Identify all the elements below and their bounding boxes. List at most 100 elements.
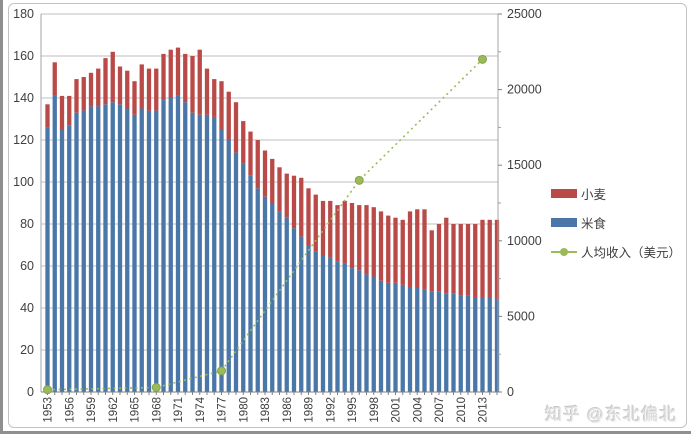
- rice-bar: [349, 268, 355, 392]
- x-axis-label: 1974: [195, 396, 207, 422]
- x-axis-label: 1995: [347, 397, 359, 423]
- rice-bar: [458, 295, 463, 392]
- rice-bar: [407, 287, 413, 392]
- wheat-bar: [74, 79, 79, 113]
- wheat-bar: [255, 140, 260, 189]
- wheat-bar: [81, 77, 86, 111]
- rice-bar: [255, 188, 260, 392]
- wheat-bar: [168, 49, 173, 98]
- wheat-bar: [161, 53, 166, 101]
- wheat-bar: [67, 95, 72, 126]
- x-axis-label: 1953: [43, 397, 55, 423]
- wheat-bar: [357, 205, 362, 271]
- left-axis-label: 140: [13, 91, 34, 105]
- rice-bar: [183, 102, 188, 392]
- x-axis-label: 1989: [304, 397, 316, 423]
- rice-bar: [371, 276, 376, 392]
- right-axis-label: 0: [507, 385, 514, 399]
- rice-bar: [168, 98, 173, 392]
- rice-bar: [364, 274, 369, 392]
- rice-bar: [284, 217, 289, 392]
- rice-bar: [212, 116, 217, 393]
- x-axis-label: 1992: [325, 397, 337, 423]
- right-axis-label: 5000: [507, 309, 535, 323]
- x-axis-label: 1986: [282, 397, 294, 423]
- rice-bar: [59, 129, 65, 392]
- rice-bar: [494, 299, 500, 392]
- wheat-bar: [190, 56, 195, 113]
- wheat-bar: [371, 207, 376, 277]
- rice-bar: [81, 110, 86, 392]
- rice-bar: [103, 104, 108, 393]
- rice-bar: [313, 251, 318, 392]
- rice-bar: [473, 297, 478, 392]
- wheat-bar: [349, 203, 355, 269]
- rice-bar: [74, 112, 79, 392]
- wheat-bar: [262, 150, 268, 197]
- x-axis-label: 1962: [108, 397, 120, 423]
- rice-bar: [219, 129, 224, 392]
- wheat-bar: [248, 131, 253, 176]
- plot-area: 0 20 40 60 80 100 120 140 160 180 0 5000 10000 15000 2…: [3, 0, 691, 431]
- wheat-bar: [422, 209, 427, 290]
- wheat-bar: [284, 173, 289, 218]
- income-point: [151, 382, 161, 392]
- rice-bar: [110, 102, 115, 392]
- income-point: [217, 366, 226, 376]
- right-axis-label: 20000: [507, 83, 542, 97]
- wheat-bar: [407, 211, 413, 287]
- wheat-bar: [125, 70, 130, 109]
- wheat-bar: [313, 194, 318, 252]
- income-line-swatch-icon: [551, 247, 577, 256]
- rice-bar: [45, 127, 50, 393]
- wheat-bar: [277, 167, 282, 212]
- legend: 小麦 米食 人均收入（美元）: [551, 184, 691, 261]
- rice-bar: [422, 289, 427, 392]
- wheat-bar: [364, 205, 369, 275]
- legend-item-rice: 米食: [551, 213, 691, 232]
- wheat-bar: [386, 215, 391, 283]
- x-axis-label: 1956: [64, 397, 76, 423]
- wheat-bar: [451, 224, 456, 294]
- rice-bar: [204, 114, 210, 393]
- rice-bar: [197, 114, 202, 393]
- rice-bar: [233, 152, 239, 392]
- wheat-bar: [429, 230, 434, 292]
- wheat-bar: [197, 49, 202, 115]
- wheat-bar: [154, 68, 159, 111]
- right-axis-label: 10000: [507, 234, 542, 248]
- wheat-bar: [139, 64, 144, 109]
- wheat-bar: [436, 224, 442, 292]
- rice-swatch-icon: [551, 218, 577, 227]
- wheat-bar: [45, 104, 50, 128]
- rice-bar: [190, 112, 195, 392]
- wheat-bar: [233, 102, 239, 153]
- wheat-bar: [393, 217, 398, 283]
- rice-bar: [226, 140, 231, 392]
- x-axis-label: 1965: [130, 397, 142, 423]
- x-axis-label: 2007: [434, 397, 446, 423]
- wheat-bar: [473, 224, 478, 298]
- left-axis-label: 180: [13, 7, 34, 21]
- wheat-bar: [212, 79, 217, 117]
- left-axis-label: 20: [20, 343, 34, 357]
- rice-bar: [465, 295, 471, 392]
- rice-bar: [125, 108, 130, 392]
- wheat-bar: [480, 219, 485, 298]
- wheat-bar: [465, 224, 471, 296]
- income-point: [478, 54, 487, 64]
- wheat-bar: [320, 200, 326, 256]
- income-point: [354, 175, 364, 185]
- rice-bar: [415, 287, 420, 392]
- watermark: 知乎 @东北偏北: [545, 405, 677, 424]
- rice-bar: [342, 263, 347, 392]
- x-axis-label: 2010: [456, 397, 468, 423]
- rice-bar: [270, 203, 275, 392]
- rice-bar: [487, 297, 492, 392]
- x-axis-label: 1977: [217, 397, 229, 423]
- left-axis-label: 120: [13, 133, 34, 147]
- wheat-bar: [299, 177, 304, 237]
- wheat-bar: [328, 200, 333, 258]
- rice-bar: [378, 280, 384, 392]
- x-axis-label: 1998: [369, 397, 381, 423]
